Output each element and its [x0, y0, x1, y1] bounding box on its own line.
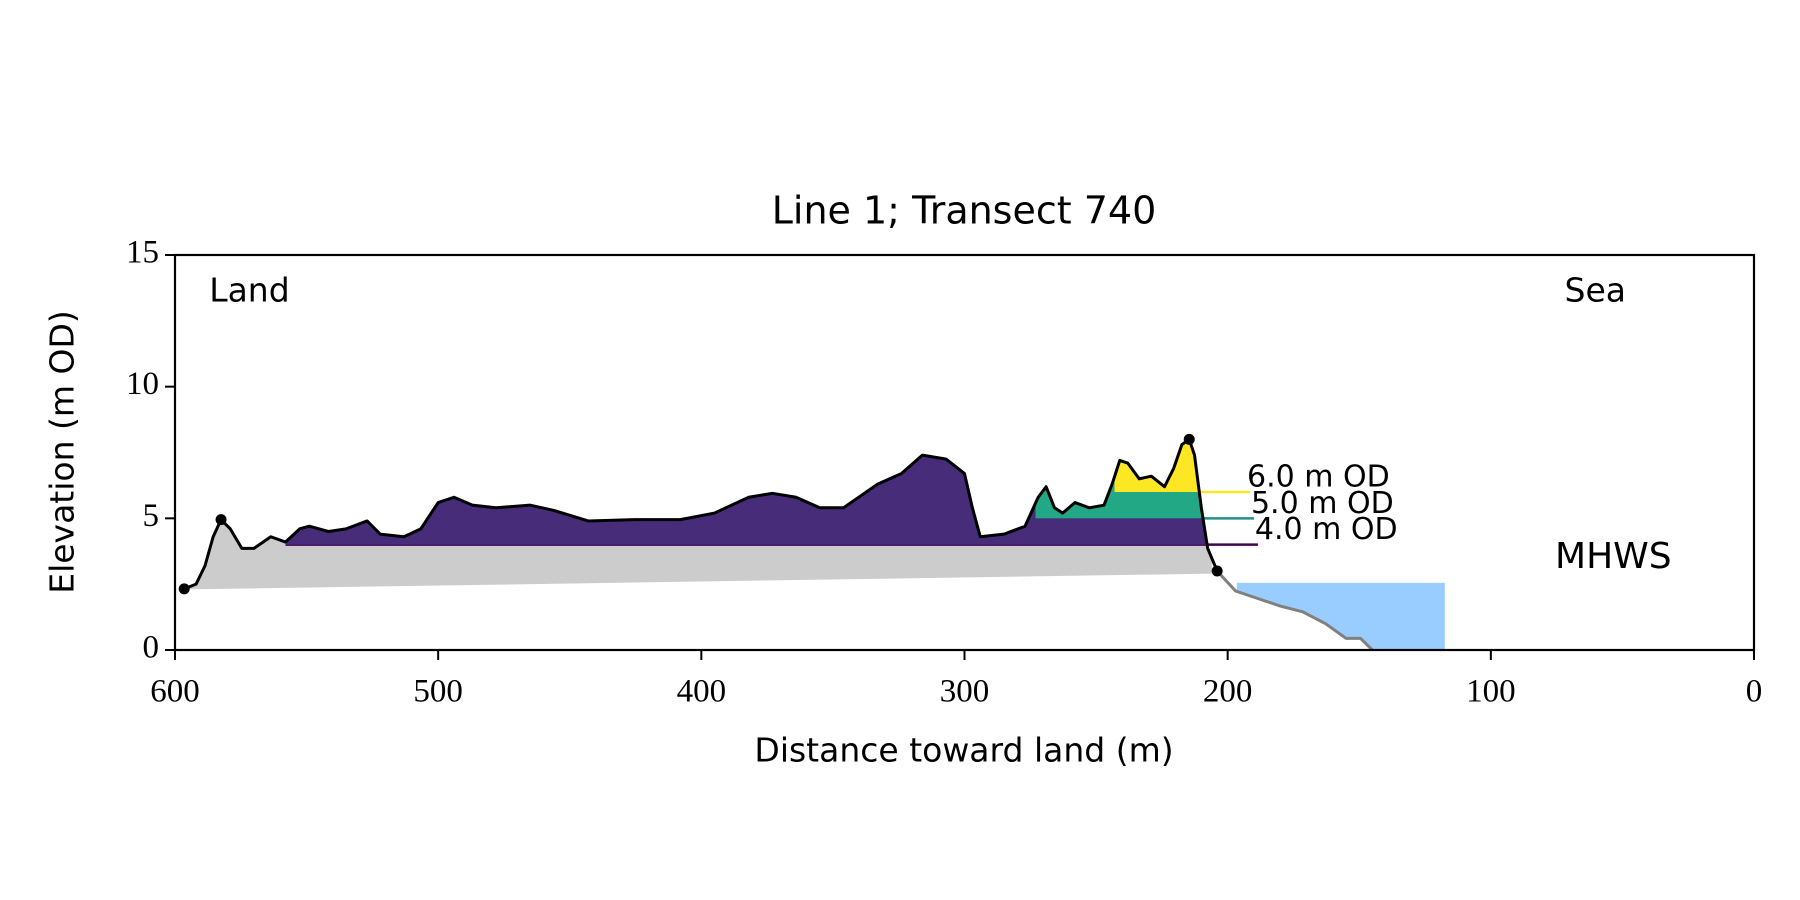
x-tick-label: 500 — [413, 674, 463, 710]
level-label: 4.0 m OD — [1255, 512, 1398, 547]
x-tick-label: 600 — [150, 674, 200, 710]
profile-marker — [178, 583, 190, 595]
level-label: 6.0 m OD — [1247, 460, 1390, 495]
profile-line — [1216, 569, 1374, 652]
x-tick-label: 100 — [1466, 674, 1516, 710]
profile-marker — [1183, 433, 1195, 445]
x-tick-label: 300 — [940, 674, 990, 710]
y-tick-label: 15 — [126, 235, 159, 271]
x-tick-label: 400 — [677, 674, 727, 710]
y-tick-label: 0 — [143, 630, 160, 666]
level-label: 5.0 m OD — [1251, 486, 1394, 521]
y-axis-label: Elevation (m OD) — [43, 310, 82, 594]
x-tick-label: 0 — [1746, 674, 1763, 710]
profile-marker — [215, 514, 227, 526]
chart-title: Line 1; Transect 740 — [772, 189, 1157, 233]
profile-marker — [1211, 565, 1223, 577]
profile-line — [183, 437, 1219, 591]
y-tick-label: 5 — [143, 498, 160, 534]
x-tick-label: 200 — [1203, 674, 1253, 710]
annotation: Sea — [1565, 270, 1626, 309]
y-tick-label: 10 — [126, 366, 159, 402]
annotation: Land — [209, 270, 289, 309]
mhws-label: MHWS — [1555, 536, 1672, 577]
x-axis-label: Distance toward land (m) — [754, 731, 1173, 770]
